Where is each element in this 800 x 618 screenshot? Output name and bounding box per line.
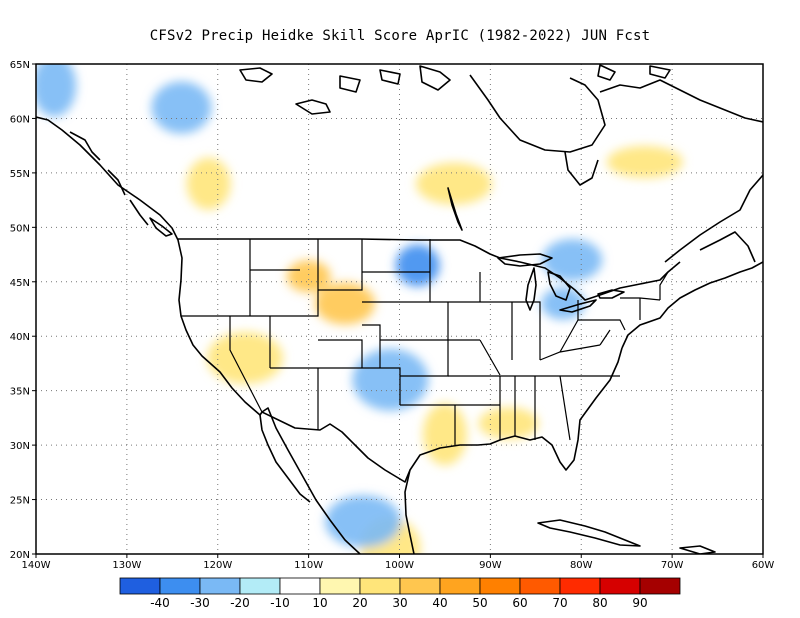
skill-region-9	[395, 244, 440, 287]
colorbar-swatch-3	[239, 577, 281, 595]
lon-tick-label: 130W	[112, 560, 141, 571]
lon-tick-label: 120W	[203, 560, 232, 571]
state-lines-west	[181, 239, 449, 430]
lake-superior	[497, 253, 553, 267]
skill-region-2	[207, 332, 284, 384]
colorbar-swatch-0	[119, 577, 161, 595]
lon-tick-label: 110W	[294, 560, 323, 571]
great-bear-lake	[239, 67, 273, 83]
skill-region-15	[36, 64, 77, 117]
colorbar-label: 70	[552, 596, 567, 610]
colorbar-label: 30	[392, 596, 407, 610]
colorbar-swatch-2	[199, 577, 241, 595]
lon-tick-label: 100W	[385, 560, 414, 571]
state-lines-east	[514, 271, 669, 441]
skill-region-11	[352, 348, 429, 411]
lat-tick-label: 25N	[10, 496, 30, 507]
colorbar-label: -20	[230, 596, 250, 610]
pacific-coastline	[36, 116, 361, 554]
lat-tick-label: 60N	[10, 114, 30, 125]
arctic-islands	[339, 64, 671, 93]
lat-tick-label: 50N	[10, 223, 30, 234]
lake-winnipeg	[447, 187, 463, 231]
hudson-bay-coastline	[469, 74, 606, 153]
colorbar-swatch-12	[599, 577, 641, 595]
colorbar-swatch-8	[439, 577, 481, 595]
map-outlines	[36, 64, 763, 554]
colorbar-label: 40	[432, 596, 447, 610]
colorbar-swatch-6	[359, 577, 401, 595]
gridlines	[36, 64, 763, 554]
lon-tick-label: 60W	[752, 560, 775, 571]
lat-tick-label: 40N	[10, 332, 30, 343]
lon-tick-label: 90W	[479, 560, 502, 571]
colorbar-label: 90	[632, 596, 647, 610]
lat-tick-label: 35N	[10, 387, 30, 398]
lat-tick-label: 45N	[10, 278, 30, 289]
mexico-us-border	[261, 411, 411, 483]
skill-region-0	[286, 260, 331, 293]
lon-tick-label: 70W	[661, 560, 684, 571]
lat-tick-label: 20N	[10, 550, 30, 561]
lon-tick-label: 80W	[570, 560, 593, 571]
lake-ontario	[597, 289, 625, 299]
skill-region-14	[325, 495, 402, 548]
gulf-st-lawrence	[699, 231, 756, 263]
skill-region-5	[416, 162, 493, 205]
lake-erie	[559, 299, 597, 313]
colorbar-label: -40	[150, 596, 170, 610]
state-boundaries	[181, 239, 669, 445]
longitude-axis: 140W 130W 120W 110W 100W 90W 80W 70W 60W	[22, 554, 775, 571]
colorbar-label: -10	[270, 596, 290, 610]
colorbar-swatch-13	[639, 577, 681, 595]
lon-tick-label: 140W	[22, 560, 51, 571]
colorbar-swatch-1	[159, 577, 201, 595]
colorbar-swatch-10	[519, 577, 561, 595]
colorbar-label: -30	[190, 596, 210, 610]
skill-region-1	[314, 282, 375, 325]
colorbar-swatch-11	[559, 577, 601, 595]
colorbar-label: 10	[312, 596, 327, 610]
skill-region-13	[542, 239, 603, 281]
lat-tick-label: 65N	[10, 60, 30, 71]
lat-tick-label: 30N	[10, 441, 30, 452]
cuba	[537, 519, 641, 547]
colorbar-swatch-4	[279, 577, 321, 595]
baja-peninsula	[259, 414, 311, 503]
colorbar: -40 -30 -20 -10 10 20 30 40 50 60 70 80 90	[119, 577, 681, 610]
skill-blobs	[36, 64, 683, 554]
skill-region-6	[186, 157, 231, 210]
labrador-coast	[664, 174, 763, 263]
atlantic-coastline	[621, 261, 763, 349]
colorbar-label: 80	[592, 596, 607, 610]
lake-michigan	[525, 267, 537, 311]
skill-field-layer	[36, 64, 683, 554]
lat-tick-label: 55N	[10, 169, 30, 180]
skill-region-10	[151, 81, 212, 134]
colorbar-label: 50	[472, 596, 487, 610]
skill-region-4	[478, 407, 539, 440]
chart-title: CFSv2 Precip Heidke Skill Score AprIC (1…	[149, 28, 651, 44]
bc-coastal-islands	[69, 131, 149, 226]
hispaniola	[679, 545, 716, 554]
skill-region-3	[422, 403, 467, 466]
skill-region-8	[606, 146, 683, 178]
colorbar-label: 60	[512, 596, 527, 610]
colorbar-swatch-9	[479, 577, 521, 595]
james-bay	[564, 151, 599, 186]
lake-huron	[547, 271, 571, 301]
colorbar-label: 20	[352, 596, 367, 610]
colorbar-swatch-5	[319, 577, 361, 595]
latitude-axis: 65N 60N 55N 50N 45N 40N 35N 30N 25N 20N	[10, 60, 36, 561]
colorbar-swatch-7	[399, 577, 441, 595]
great-slave-lake	[295, 99, 331, 115]
vancouver-island	[149, 217, 173, 237]
hudson-strait	[599, 79, 763, 123]
